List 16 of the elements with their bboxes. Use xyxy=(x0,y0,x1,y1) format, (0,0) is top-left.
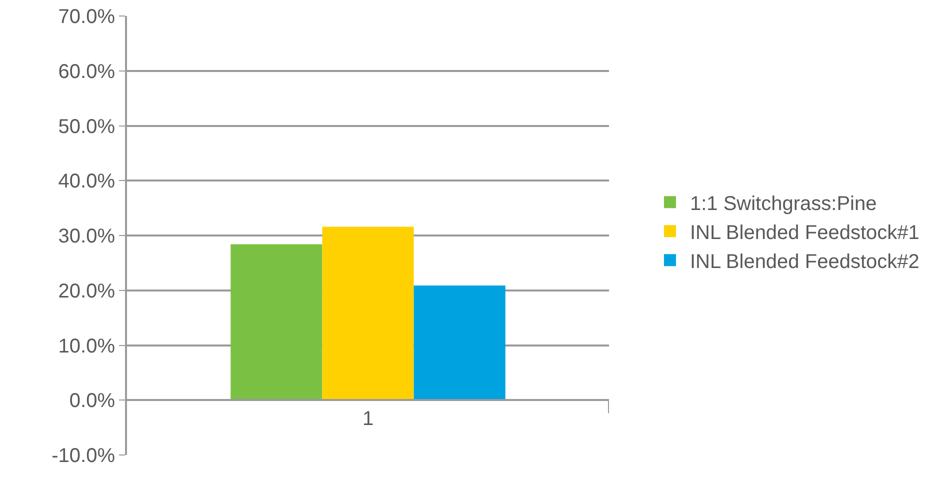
bar xyxy=(414,285,506,400)
bar xyxy=(230,244,322,400)
legend-label: 1:1 Switchgrass:Pine xyxy=(690,192,877,215)
y-tick-label: 40.0% xyxy=(58,170,116,193)
x-tick-label: 1 xyxy=(362,408,374,430)
y-tick-label: 70.0% xyxy=(58,6,116,28)
y-tick-label: 0.0% xyxy=(69,390,116,412)
legend-label: INL Blended Feedstock#1 xyxy=(690,222,920,244)
legend-label: INL Blended Feedstock#2 xyxy=(690,250,920,273)
y-tick-label: 50.0% xyxy=(58,116,116,138)
y-tick-label: 30.0% xyxy=(58,226,116,248)
y-tick-label: 20.0% xyxy=(58,280,116,302)
y-tick-label: 10.0% xyxy=(58,335,116,358)
y-tick-label: 60.0% xyxy=(58,60,116,83)
bar xyxy=(322,226,414,400)
y-tick-label: -10.0% xyxy=(52,445,116,467)
